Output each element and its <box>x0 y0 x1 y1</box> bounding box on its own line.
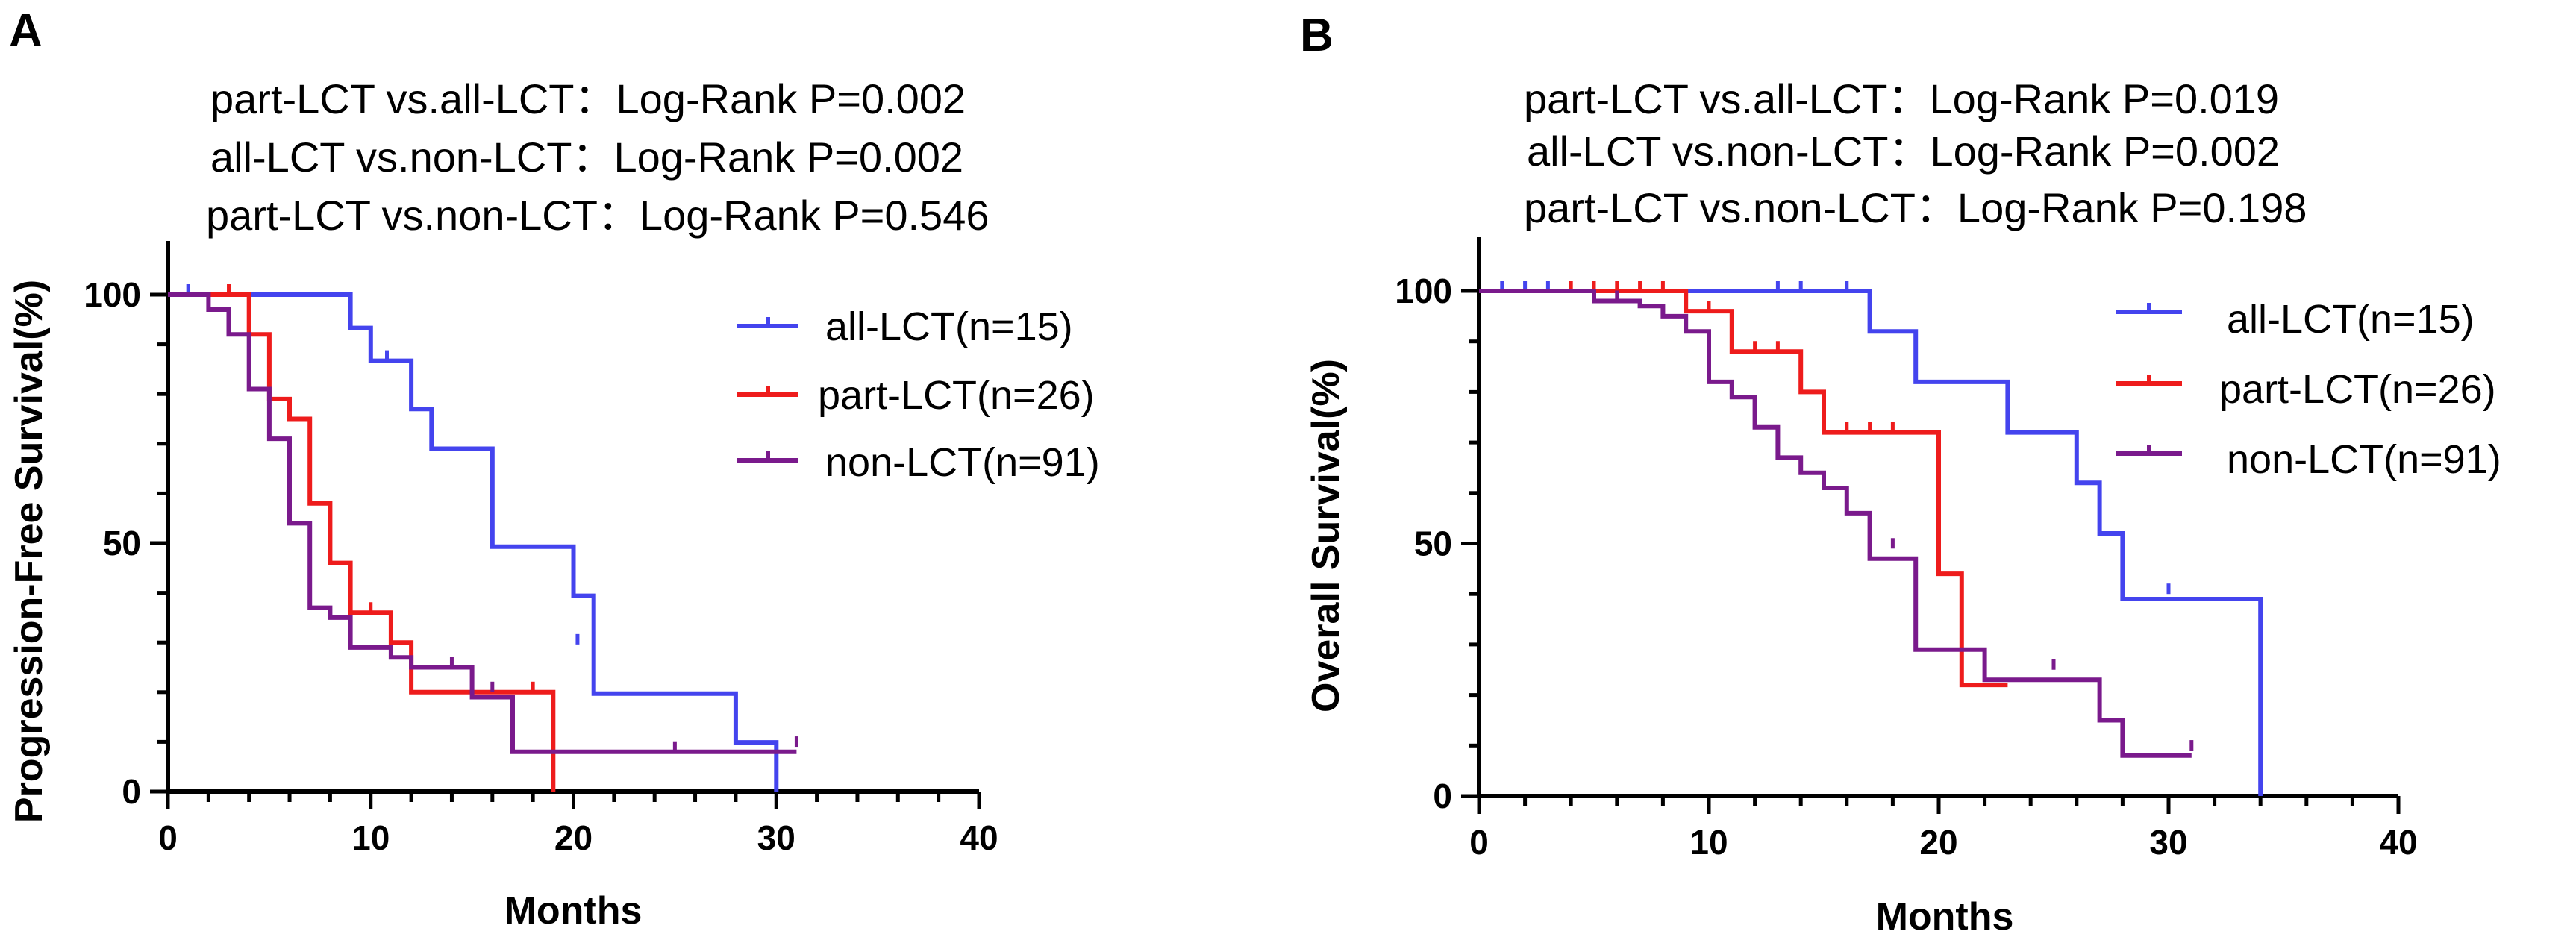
panel-a-letter: A <box>9 5 43 57</box>
panel-a-legend-label-part-lct: part-LCT(n=26) <box>818 373 1095 418</box>
panel-a-x-axis-title: Months <box>504 889 643 933</box>
panel-a-y-axis-title: Progression-Free Survival(%) <box>7 280 51 823</box>
panel-a-x-tick-label: 0 <box>158 818 178 857</box>
panel-b-series-non-lct <box>1479 289 2194 758</box>
panel-b-x-axis-title: Months <box>1876 895 2014 939</box>
panel-b-legend-label-all-lct: all-LCT(n=15) <box>2227 297 2475 342</box>
panel-b-y-tick-label: 0 <box>1433 777 1452 815</box>
panel-b-legend: all-LCT(n=15) part-LCT(n=26) non-LCT(n=9… <box>2116 297 2501 482</box>
panel-a-legend-label-non-lct: non-LCT(n=91) <box>825 440 1100 485</box>
panel-b-axes: 0 10 20 30 40 0 50 100 <box>1395 237 2418 862</box>
panel-b-survival-curve-non-lct <box>1479 289 2192 758</box>
panel-b-x-tick-label: 0 <box>1469 823 1489 862</box>
panel-b-x-tick-label: 20 <box>1919 823 1957 862</box>
panel-b-y-axis-title: Overall Survival(%) <box>1304 359 1348 712</box>
panel-a-survival-curve-all-lct <box>168 292 779 792</box>
panel-a-annotation-3: part-LCT vs.non-LCT：Log-Rank P=0.546 <box>206 192 989 239</box>
panel-a-series-non-lct <box>168 292 798 754</box>
panel-a: A part-LCT vs.all-LCT：Log-Rank P=0.002 a… <box>7 5 1100 933</box>
panel-a-survival-curve-non-lct <box>168 292 797 754</box>
panel-b-annotation-3: part-LCT vs.non-LCT：Log-Rank P=0.198 <box>1524 184 2307 231</box>
panel-b-annotation-2: all-LCT vs.non-LCT：Log-Rank P=0.002 <box>1527 128 2280 175</box>
panel-b-letter: B <box>1300 10 1334 61</box>
panel-a-annotation-1: part-LCT vs.all-LCT：Log-Rank P=0.002 <box>210 75 966 122</box>
panel-a-legend-label-all-lct: all-LCT(n=15) <box>825 304 1073 349</box>
panel-a-series-part-lct <box>168 284 556 792</box>
panel-a-axes: 0 10 20 30 40 0 50 100 <box>84 241 998 857</box>
panel-a-survival-curve-part-lct <box>168 292 556 792</box>
panel-a-y-tick-label: 50 <box>103 524 141 563</box>
panel-a-y-tick-label: 0 <box>122 772 141 811</box>
panel-b-x-tick-label: 30 <box>2149 823 2187 862</box>
panel-b-x-tick-label: 10 <box>1689 823 1728 862</box>
panel-b-y-tick-label: 50 <box>1414 524 1452 563</box>
panel-a-y-tick-label: 100 <box>84 275 141 314</box>
panel-b-survival-curve-all-lct <box>1479 289 2263 796</box>
panel-b: B part-LCT vs.all-LCT：Log-Rank P=0.019 a… <box>1300 10 2501 939</box>
panel-a-annotation-2: all-LCT vs.non-LCT：Log-Rank P=0.002 <box>210 134 963 181</box>
panel-b-series-part-lct <box>1479 281 2008 688</box>
panel-a-series-all-lct <box>168 284 779 792</box>
panel-b-legend-label-non-lct: non-LCT(n=91) <box>2227 437 2501 482</box>
panel-a-x-tick-label: 40 <box>960 818 998 857</box>
panel-a-x-tick-label: 30 <box>757 818 795 857</box>
panel-a-legend: all-LCT(n=15) part-LCT(n=26) non-LCT(n=9… <box>737 304 1100 485</box>
panel-b-y-tick-label: 100 <box>1395 272 1452 310</box>
panel-b-legend-label-part-lct: part-LCT(n=26) <box>2219 367 2496 412</box>
panel-b-series-all-lct <box>1479 281 2263 796</box>
panel-b-x-tick-label: 40 <box>2379 823 2417 862</box>
panel-b-annotation-1: part-LCT vs.all-LCT：Log-Rank P=0.019 <box>1524 75 2279 122</box>
panel-b-survival-curve-part-lct <box>1479 289 2008 688</box>
panel-a-x-tick-label: 20 <box>554 818 593 857</box>
panel-a-x-tick-label: 10 <box>351 818 390 857</box>
